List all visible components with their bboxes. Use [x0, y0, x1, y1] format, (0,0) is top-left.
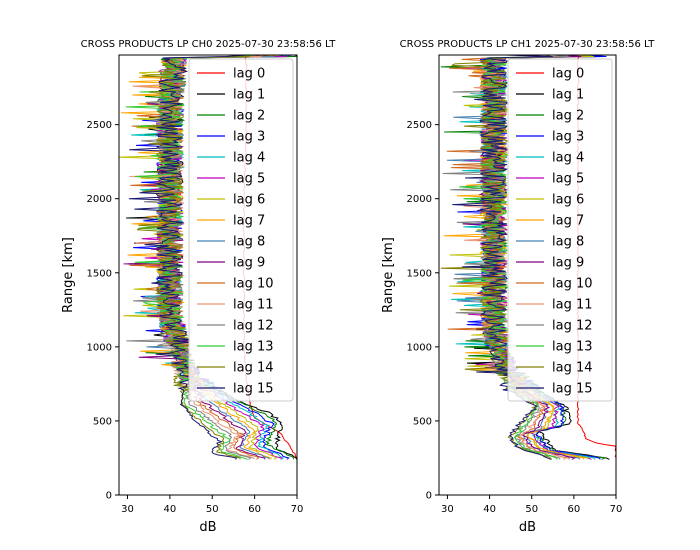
- legend-label: lag 2: [552, 109, 584, 124]
- legend-label: lag 12: [233, 319, 274, 334]
- y-tick-label: 1500: [407, 268, 432, 279]
- plot-frame: [438, 54, 617, 496]
- legend-label: lag 6: [233, 193, 265, 208]
- legend-label: lag 1: [552, 88, 584, 103]
- chart-title: CROSS PRODUCTS LP CH0 2025-07-30 23:58:5…: [81, 39, 337, 50]
- chart-title: CROSS PRODUCTS LP CH1 2025-07-30 23:58:5…: [400, 39, 656, 50]
- legend-label: lag 5: [233, 172, 265, 187]
- legend-label: lag 0: [233, 67, 265, 82]
- y-tick-label: 2500: [407, 120, 432, 131]
- y-tick-label: 500: [413, 416, 432, 427]
- legend-label: lag 9: [233, 256, 265, 271]
- legend-label: lag 13: [552, 340, 593, 355]
- legend: lag 0 lag 1 lag 2 lag 3 lag 4 lag 5 lag 6 lag 7…: [507, 58, 613, 402]
- legend-box: [507, 58, 613, 402]
- y-tick-label: 1500: [87, 268, 112, 279]
- legend-label: lag 7: [552, 214, 584, 229]
- legend-label: lag 4: [233, 151, 265, 166]
- legend-label: lag 12: [552, 319, 593, 334]
- legend-label: lag 1: [233, 88, 265, 103]
- x-tick-label: 40: [483, 504, 496, 515]
- legend-label: lag 4: [552, 151, 584, 166]
- legend-label: lag 0: [552, 67, 584, 82]
- legend-label: lag 15: [552, 382, 593, 397]
- legend-label: lag 7: [233, 214, 265, 229]
- x-tick-label: 30: [441, 504, 454, 515]
- legend-box: [188, 58, 294, 402]
- x-tick-label: 40: [163, 504, 176, 515]
- y-tick-label: 0: [106, 491, 112, 502]
- x-axis-label: dB: [519, 520, 536, 535]
- y-tick-label: 0: [426, 491, 432, 502]
- legend-label: lag 11: [552, 298, 593, 313]
- series-line-lag-15: [128, 55, 248, 460]
- x-tick-label: 50: [525, 504, 538, 515]
- legend-label: lag 6: [552, 193, 584, 208]
- chart-ch1: CROSS PRODUCTS LP CH1 2025-07-30 23:58:5…: [381, 39, 655, 535]
- x-tick-label: 30: [121, 504, 134, 515]
- legend-label: lag 10: [233, 277, 274, 292]
- legend-label: lag 2: [233, 109, 265, 124]
- chart-ch0: CROSS PRODUCTS LP CH0 2025-07-30 23:58:5…: [61, 39, 336, 535]
- legend-label: lag 8: [233, 235, 265, 250]
- y-tick-label: 2000: [87, 194, 112, 205]
- y-tick-label: 1000: [407, 342, 432, 353]
- x-axis-label: dB: [199, 520, 216, 535]
- y-axis-label: Range [km]: [61, 237, 76, 313]
- legend-label: lag 9: [552, 256, 584, 271]
- plot-frame: [118, 54, 298, 496]
- legend-label: lag 10: [552, 277, 593, 292]
- y-tick-label: 2000: [407, 194, 432, 205]
- legend-label: lag 8: [552, 235, 584, 250]
- y-axis-label: Range [km]: [381, 237, 396, 313]
- x-tick-label: 70: [291, 504, 304, 515]
- legend-label: lag 14: [552, 361, 593, 376]
- legend-label: lag 13: [233, 340, 274, 355]
- series-line-lag-14: [136, 55, 252, 460]
- legend-label: lag 3: [552, 130, 584, 145]
- legend-label: lag 15: [233, 382, 274, 397]
- y-tick-label: 500: [93, 416, 112, 427]
- x-tick-label: 60: [248, 504, 261, 515]
- x-tick-label: 70: [610, 504, 623, 515]
- x-tick-label: 50: [206, 504, 219, 515]
- legend-label: lag 14: [233, 361, 274, 376]
- y-tick-label: 2500: [87, 120, 112, 131]
- y-tick-label: 1000: [87, 342, 112, 353]
- legend-label: lag 3: [233, 130, 265, 145]
- legend-label: lag 5: [552, 172, 584, 187]
- legend: lag 0 lag 1 lag 2 lag 3 lag 4 lag 5 lag 6 lag 7…: [188, 58, 294, 402]
- x-tick-label: 60: [567, 504, 580, 515]
- legend-label: lag 11: [233, 298, 274, 313]
